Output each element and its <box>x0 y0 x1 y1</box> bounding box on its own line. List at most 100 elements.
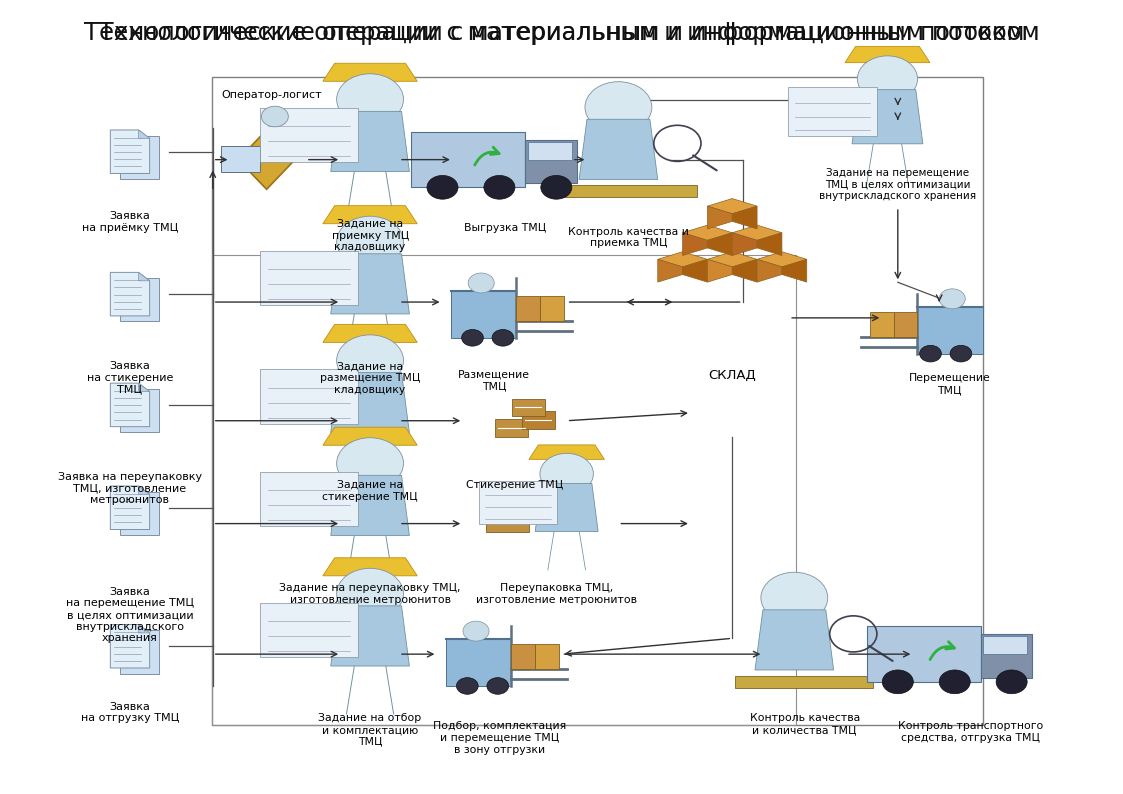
Circle shape <box>540 453 593 494</box>
Text: Контроль качества
и количества ТМЦ: Контроль качества и количества ТМЦ <box>749 714 860 735</box>
Polygon shape <box>869 312 894 337</box>
Polygon shape <box>755 610 833 670</box>
Polygon shape <box>788 87 877 136</box>
Polygon shape <box>323 206 418 224</box>
Polygon shape <box>579 119 658 179</box>
Polygon shape <box>512 399 545 416</box>
Polygon shape <box>331 476 410 535</box>
Polygon shape <box>259 369 358 423</box>
Text: Контроль транспортного
средства, отгрузка ТМЦ: Контроль транспортного средства, отгрузк… <box>897 722 1043 743</box>
Circle shape <box>939 670 970 694</box>
Polygon shape <box>120 389 159 432</box>
Circle shape <box>337 335 403 386</box>
Polygon shape <box>331 111 410 172</box>
Polygon shape <box>138 624 149 633</box>
Polygon shape <box>707 260 732 282</box>
Polygon shape <box>511 645 535 669</box>
Polygon shape <box>446 639 511 686</box>
Text: Задание на
стикерение ТМЦ: Задание на стикерение ТМЦ <box>322 480 418 502</box>
Polygon shape <box>486 504 529 531</box>
Circle shape <box>337 569 403 619</box>
Polygon shape <box>259 108 358 163</box>
Polygon shape <box>732 206 757 229</box>
Polygon shape <box>259 472 358 526</box>
Polygon shape <box>138 272 149 281</box>
Polygon shape <box>411 132 526 187</box>
Text: Технологические операции с материальным и информационным потоком: Технологические операции с материальным … <box>83 21 1040 45</box>
Polygon shape <box>521 411 555 429</box>
Polygon shape <box>323 427 418 445</box>
Polygon shape <box>515 296 540 322</box>
Polygon shape <box>757 233 782 256</box>
Polygon shape <box>450 291 515 337</box>
Polygon shape <box>852 90 923 144</box>
Circle shape <box>761 572 828 623</box>
Text: Оператор-логист: Оператор-логист <box>221 91 322 100</box>
FancyBboxPatch shape <box>220 146 259 172</box>
Polygon shape <box>238 130 295 189</box>
Polygon shape <box>867 626 980 682</box>
Circle shape <box>492 330 514 346</box>
Polygon shape <box>120 278 159 322</box>
Circle shape <box>262 106 289 127</box>
Polygon shape <box>323 557 418 576</box>
Polygon shape <box>263 120 287 134</box>
Text: Выгрузка ТМЦ: Выгрузка ТМЦ <box>464 223 546 233</box>
Circle shape <box>996 670 1028 694</box>
Text: Заявка
на стикерение
ТМЦ: Заявка на стикерение ТМЦ <box>86 361 173 395</box>
Polygon shape <box>707 233 732 256</box>
Polygon shape <box>707 198 757 214</box>
Text: Стикерение ТМЦ: Стикерение ТМЦ <box>466 480 564 490</box>
Circle shape <box>857 56 917 102</box>
Circle shape <box>468 273 494 293</box>
Polygon shape <box>757 260 782 282</box>
Polygon shape <box>138 486 149 495</box>
Text: Задание на
приемку ТМЦ
кладовщику: Задание на приемку ТМЦ кладовщику <box>331 219 409 252</box>
Polygon shape <box>110 272 149 316</box>
Polygon shape <box>120 630 159 673</box>
Polygon shape <box>844 46 930 63</box>
Polygon shape <box>707 206 732 229</box>
Text: Подбор, комплектация
и перемещение ТМЦ
в зону отгрузки: Подбор, комплектация и перемещение ТМЦ в… <box>432 722 566 754</box>
Circle shape <box>463 621 489 641</box>
Polygon shape <box>683 260 707 282</box>
Polygon shape <box>980 634 1032 678</box>
Text: Перемещение
ТМЦ: Перемещение ТМЦ <box>909 373 990 395</box>
Polygon shape <box>110 130 149 173</box>
Polygon shape <box>495 419 528 437</box>
Polygon shape <box>917 307 983 353</box>
Polygon shape <box>732 260 757 282</box>
Polygon shape <box>138 130 149 138</box>
Polygon shape <box>782 260 806 282</box>
Polygon shape <box>110 624 149 668</box>
Text: Заявка на переупаковку
ТМЦ, изготовление
метроюнитов: Заявка на переупаковку ТМЦ, изготовление… <box>58 472 202 505</box>
Polygon shape <box>894 312 917 337</box>
Polygon shape <box>658 260 683 282</box>
Polygon shape <box>259 251 358 305</box>
Circle shape <box>337 74 403 125</box>
Polygon shape <box>658 252 707 267</box>
Text: Технологические операции с материальным и информационным потоком: Технологические операции с материальным … <box>99 21 1024 45</box>
Circle shape <box>585 82 651 133</box>
Circle shape <box>920 345 941 362</box>
Polygon shape <box>110 486 149 530</box>
Polygon shape <box>526 140 577 183</box>
Text: Задание на отбор
и комплектацию
ТМЦ: Задание на отбор и комплектацию ТМЦ <box>319 714 422 746</box>
Polygon shape <box>683 225 732 241</box>
Circle shape <box>883 670 913 694</box>
Polygon shape <box>732 225 782 241</box>
Polygon shape <box>707 252 757 267</box>
Text: Заявка
на приёмку ТМЦ: Заявка на приёмку ТМЦ <box>82 211 179 233</box>
Polygon shape <box>736 676 873 688</box>
Polygon shape <box>529 445 604 460</box>
Polygon shape <box>526 495 569 523</box>
FancyBboxPatch shape <box>212 76 983 726</box>
Circle shape <box>337 437 403 489</box>
Circle shape <box>487 677 509 694</box>
Circle shape <box>950 345 971 362</box>
Circle shape <box>939 289 966 309</box>
Circle shape <box>456 677 478 694</box>
Text: Контроль качества и
приемка ТМЦ: Контроль качества и приемка ТМЦ <box>568 227 690 249</box>
Text: Переупаковка ТМЦ,
изготовление метроюнитов: Переупаковка ТМЦ, изготовление метроюнит… <box>476 583 637 604</box>
Polygon shape <box>983 636 1028 654</box>
